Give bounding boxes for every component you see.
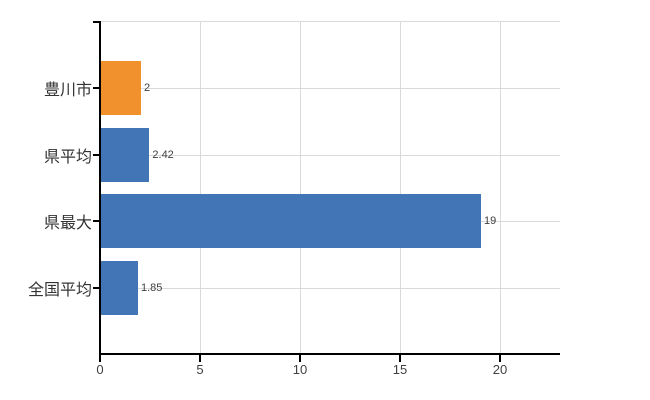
x-axis-tick-0 [99, 354, 101, 362]
category-label-3: 全国平均 [27, 281, 92, 299]
y-gridline-3 [100, 287, 560, 289]
y-gridline-1 [100, 154, 560, 156]
bar-1 [101, 127, 150, 182]
y-axis-top-tick [93, 21, 100, 23]
y-axis-line [99, 21, 101, 354]
bar-value-label-0: 2 [144, 82, 151, 95]
category-tick-0 [93, 87, 100, 90]
x-tick-label-15: 15 [392, 362, 408, 377]
plot-top-border [100, 21, 560, 22]
x-tick-label-10: 10 [292, 362, 308, 377]
x-tick-label-5: 5 [196, 362, 204, 377]
x-gridline-10 [300, 22, 301, 354]
category-label-0: 豊川市 [43, 82, 92, 100]
bar-value-label-2: 19 [484, 215, 497, 228]
bar-3 [101, 260, 138, 315]
x-gridline-15 [400, 22, 401, 354]
x-axis-tick-15 [399, 354, 401, 362]
category-tick-3 [93, 286, 100, 289]
x-gridline-5 [200, 22, 201, 354]
bar-0 [101, 61, 141, 116]
x-axis-line [99, 353, 560, 355]
category-label-1: 県平均 [43, 148, 92, 166]
category-tick-1 [93, 153, 100, 156]
x-tick-label-0: 0 [96, 362, 104, 377]
category-label-2: 県最大 [43, 215, 92, 233]
x-axis-tick-5 [199, 354, 201, 362]
bar-2 [101, 194, 481, 249]
x-tick-label-20: 20 [492, 362, 508, 377]
x-axis-tick-20 [499, 354, 501, 362]
y-gridline-0 [100, 88, 560, 90]
bar-value-label-1: 2.42 [152, 148, 174, 161]
x-gridline-20 [500, 22, 501, 354]
category-tick-2 [93, 220, 100, 223]
bar-value-label-3: 1.85 [141, 281, 163, 294]
x-axis-tick-10 [299, 354, 301, 362]
